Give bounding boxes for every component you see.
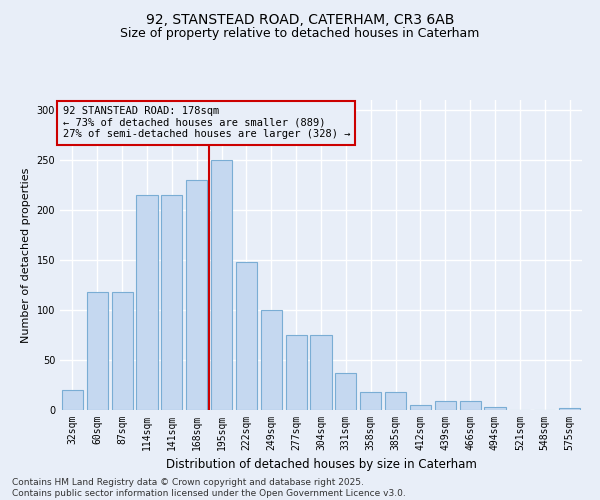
Text: Contains HM Land Registry data © Crown copyright and database right 2025.
Contai: Contains HM Land Registry data © Crown c… — [12, 478, 406, 498]
Bar — [435, 401, 456, 410]
Text: 92, STANSTEAD ROAD, CATERHAM, CR3 6AB: 92, STANSTEAD ROAD, CATERHAM, CR3 6AB — [146, 12, 454, 26]
Bar — [484, 407, 506, 410]
Bar — [62, 390, 83, 410]
Bar — [136, 195, 158, 410]
Y-axis label: Number of detached properties: Number of detached properties — [21, 168, 31, 342]
Bar — [236, 262, 257, 410]
Bar — [460, 401, 481, 410]
Bar — [286, 335, 307, 410]
Bar — [211, 160, 232, 410]
Bar — [112, 292, 133, 410]
Bar — [87, 292, 108, 410]
Bar — [335, 373, 356, 410]
Bar — [186, 180, 207, 410]
Bar — [360, 392, 381, 410]
Bar — [310, 335, 332, 410]
Bar — [261, 310, 282, 410]
Bar — [161, 195, 182, 410]
Bar — [559, 408, 580, 410]
Bar — [385, 392, 406, 410]
X-axis label: Distribution of detached houses by size in Caterham: Distribution of detached houses by size … — [166, 458, 476, 471]
Text: Size of property relative to detached houses in Caterham: Size of property relative to detached ho… — [121, 28, 479, 40]
Bar — [410, 405, 431, 410]
Text: 92 STANSTEAD ROAD: 178sqm
← 73% of detached houses are smaller (889)
27% of semi: 92 STANSTEAD ROAD: 178sqm ← 73% of detac… — [62, 106, 350, 140]
